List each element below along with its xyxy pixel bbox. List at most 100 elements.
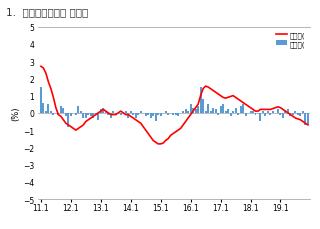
Bar	[217, 113, 219, 115]
Bar	[160, 113, 162, 117]
Bar	[204, 112, 207, 113]
Bar	[269, 113, 271, 115]
Bar	[50, 112, 52, 113]
Bar	[155, 113, 157, 122]
Bar	[145, 113, 147, 117]
Bar	[147, 113, 149, 115]
Bar	[282, 113, 284, 119]
Bar	[97, 113, 99, 120]
Bar	[42, 103, 44, 113]
Bar	[289, 113, 292, 117]
Bar	[85, 113, 87, 119]
Bar	[130, 112, 132, 113]
Bar	[195, 110, 196, 113]
Bar	[297, 113, 299, 115]
Bar	[294, 112, 296, 113]
Bar	[304, 113, 307, 125]
Bar	[77, 106, 79, 113]
Bar	[212, 108, 214, 113]
전년동(	[81, 124, 85, 127]
Bar	[87, 113, 89, 115]
Bar	[252, 112, 254, 113]
Bar	[220, 106, 221, 113]
Bar	[167, 113, 169, 115]
Bar	[222, 105, 224, 113]
Bar	[157, 113, 159, 115]
Bar	[52, 113, 54, 115]
Bar	[237, 113, 239, 115]
Bar	[165, 112, 167, 113]
Bar	[277, 110, 279, 113]
Bar	[287, 110, 289, 113]
Bar	[225, 112, 227, 113]
Bar	[227, 110, 229, 113]
전년동(	[271, 108, 275, 110]
Bar	[254, 113, 257, 115]
Bar	[112, 112, 114, 113]
Bar	[272, 112, 274, 113]
Bar	[132, 113, 134, 115]
Bar	[100, 110, 102, 113]
Bar	[67, 113, 69, 127]
전년동(	[67, 124, 70, 127]
Legend: 전년동(, 전월비(: 전년동(, 전월비(	[275, 31, 307, 49]
Bar	[185, 110, 187, 113]
Bar	[300, 113, 301, 117]
Bar	[60, 106, 62, 113]
Line: 전년동(: 전년동(	[41, 67, 308, 144]
Bar	[82, 113, 84, 119]
Bar	[62, 108, 64, 113]
Bar	[110, 113, 112, 119]
Bar	[244, 113, 246, 117]
전년동(	[156, 143, 160, 146]
Bar	[267, 112, 269, 113]
Bar	[125, 112, 127, 113]
Bar	[200, 87, 202, 113]
Bar	[182, 112, 184, 113]
Bar	[115, 113, 117, 115]
Bar	[192, 108, 194, 113]
Bar	[284, 112, 286, 113]
Bar	[95, 113, 97, 115]
전년동(	[306, 124, 310, 127]
Bar	[107, 113, 109, 115]
Bar	[260, 113, 261, 122]
Bar	[240, 106, 242, 113]
전년동(	[253, 110, 257, 113]
Bar	[127, 113, 129, 119]
Bar	[172, 113, 174, 115]
Bar	[190, 105, 192, 113]
Bar	[102, 108, 104, 113]
Bar	[235, 108, 236, 113]
Bar	[265, 113, 267, 117]
Bar	[120, 113, 122, 115]
Bar	[90, 113, 92, 117]
전년동(	[166, 138, 170, 141]
Bar	[177, 113, 179, 117]
Bar	[307, 113, 309, 125]
Bar	[279, 113, 282, 115]
Bar	[187, 112, 189, 113]
Bar	[152, 113, 154, 117]
Bar	[197, 106, 199, 113]
Bar	[75, 113, 77, 115]
Bar	[207, 105, 209, 113]
Bar	[105, 112, 107, 113]
Bar	[140, 112, 142, 113]
Bar	[292, 113, 294, 115]
Bar	[57, 113, 60, 115]
Bar	[70, 113, 72, 117]
전년동(	[303, 122, 307, 125]
Bar	[45, 112, 47, 113]
Bar	[40, 87, 42, 113]
Bar	[242, 105, 244, 113]
Bar	[135, 113, 137, 119]
Bar	[215, 110, 217, 113]
Bar	[232, 112, 234, 113]
Bar	[137, 113, 139, 115]
Bar	[47, 105, 49, 113]
Bar	[65, 113, 67, 117]
Bar	[175, 113, 177, 115]
Bar	[250, 112, 252, 113]
Bar	[229, 113, 232, 117]
